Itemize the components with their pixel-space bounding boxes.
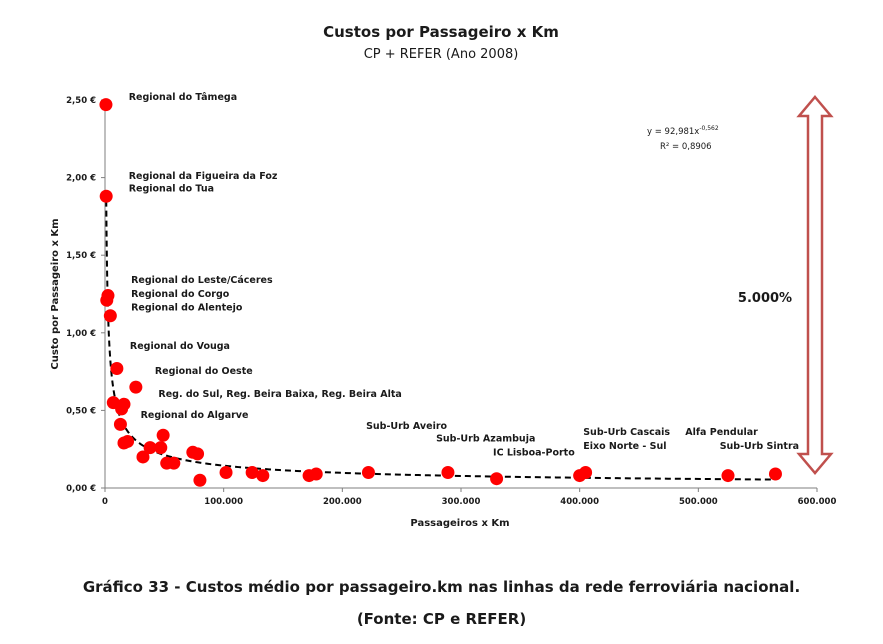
- data-point: [136, 450, 150, 464]
- point-label: IC Lisboa-Porto: [493, 447, 575, 458]
- data-point: [156, 428, 170, 442]
- data-point: [191, 447, 205, 461]
- data-point: [115, 402, 129, 416]
- x-tick-label: 600.000: [798, 497, 837, 507]
- data-point: [167, 456, 181, 470]
- point-label: Regional do Vouga: [130, 341, 230, 352]
- data-point: [99, 189, 113, 203]
- x-tick-label: 500.000: [679, 497, 718, 507]
- trendline-equation: y = 92,981x-0,562: [647, 125, 719, 137]
- point-label: Regional do Tâmega: [129, 92, 237, 103]
- data-point: [100, 293, 114, 307]
- data-point: [490, 472, 504, 486]
- data-point: [219, 465, 233, 479]
- data-point: [768, 467, 782, 481]
- data-point: [309, 467, 323, 481]
- y-axis-title: Custo por Passageiro x Km: [50, 218, 61, 369]
- y-tick-label: 2,50 €: [66, 96, 96, 106]
- x-tick-label: 400.000: [560, 497, 599, 507]
- trendline-r2: R² = 0,8906: [660, 142, 712, 152]
- data-point: [103, 309, 117, 323]
- x-tick-label: 0: [102, 497, 108, 507]
- data-point: [441, 465, 455, 479]
- y-tick-label: 1,50 €: [66, 251, 96, 261]
- data-point: [110, 361, 124, 375]
- x-tick-label: 300.000: [442, 497, 481, 507]
- chart-title: Custos por Passageiro x Km: [323, 23, 559, 41]
- power-trendline: [105, 190, 776, 481]
- point-label: Regional da Figueira da Foz: [129, 171, 278, 182]
- x-tick-label: 100.000: [204, 497, 243, 507]
- y-tick-label: 0,00 €: [66, 484, 96, 494]
- y-tick-label: 2,00 €: [66, 174, 96, 184]
- y-tick-label: 0,50 €: [66, 406, 96, 416]
- data-point: [579, 465, 593, 479]
- point-label: Eixo Norte - Sul: [583, 441, 666, 452]
- data-point: [721, 469, 735, 483]
- point-label: Sub-Urb Sintra: [720, 441, 799, 452]
- figure-caption-line2: (Fonte: CP e REFER): [356, 610, 527, 628]
- point-label: Alfa Pendular: [685, 427, 758, 438]
- point-label: Sub-Urb Aveiro: [366, 421, 447, 432]
- figure-caption-line1: Gráfico 33 - Custos médio por passageiro…: [82, 578, 801, 596]
- data-point: [193, 473, 207, 487]
- data-point: [121, 434, 135, 448]
- data-point: [245, 465, 259, 479]
- point-label: Reg. do Sul, Reg. Beira Baixa, Reg. Beir…: [158, 389, 401, 400]
- scatter-chart: Custos por Passageiro x Km CP + REFER (A…: [50, 23, 837, 529]
- range-percentage-label: 5.000%: [738, 291, 792, 306]
- point-label: Regional do Corgo: [131, 289, 230, 300]
- point-label: Sub-Urb Azambuja: [436, 433, 535, 444]
- x-axis-title: Passageiros x Km: [410, 518, 509, 529]
- range-double-arrow: [796, 95, 834, 475]
- x-tick-label: 200.000: [323, 497, 362, 507]
- data-point: [154, 441, 168, 455]
- point-label: Regional do Algarve: [141, 410, 249, 421]
- chart-subtitle: CP + REFER (Ano 2008): [364, 47, 519, 62]
- y-tick-label: 1,00 €: [66, 329, 96, 339]
- point-label: Regional do Tua: [129, 184, 214, 195]
- data-point: [99, 98, 113, 112]
- point-label: Regional do Leste/Cáceres: [131, 275, 273, 286]
- data-point: [113, 417, 127, 431]
- point-label: Regional do Oeste: [155, 366, 253, 377]
- data-point: [143, 441, 157, 455]
- data-point: [256, 469, 270, 483]
- data-point: [129, 380, 143, 394]
- point-label: Sub-Urb Cascais: [583, 427, 670, 438]
- data-point: [361, 465, 375, 479]
- point-label: Regional do Alentejo: [131, 302, 243, 313]
